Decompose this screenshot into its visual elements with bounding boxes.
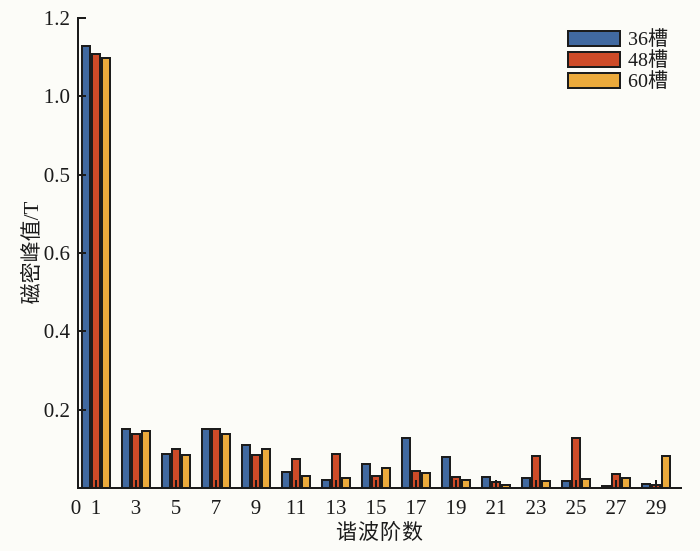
legend-item: 60槽: [567, 70, 668, 91]
legend-swatch-48-slot: [567, 51, 621, 68]
x-axis-line: [77, 487, 682, 489]
x-tick-mark: [615, 480, 617, 487]
bar: [601, 485, 611, 488]
x-tick-mark: [535, 480, 537, 487]
bar: [421, 472, 431, 488]
y-tick-label: 0.2: [43, 398, 70, 422]
x-tick-mark: [255, 480, 257, 487]
x-tick-label: 11: [285, 495, 307, 519]
bar: [531, 455, 541, 488]
y-tick-mark: [79, 17, 86, 19]
bar: [641, 483, 651, 488]
bar: [661, 455, 671, 488]
x-tick-label: 17: [405, 495, 427, 519]
x-tick-label: 15: [365, 495, 387, 519]
y-tick-label: 1.0: [43, 84, 70, 108]
legend-label: 48槽: [628, 48, 668, 71]
x-tick-label: 7: [210, 495, 222, 519]
y-tick-mark: [79, 252, 86, 254]
bar: [181, 454, 191, 488]
bar: [571, 437, 581, 488]
y-tick-mark: [79, 95, 86, 97]
bar: [241, 444, 251, 488]
x-tick-mark: [655, 480, 657, 487]
x-tick-mark: [495, 480, 497, 487]
bar: [331, 453, 341, 488]
x-tick-mark: [175, 480, 177, 487]
y-axis-line: [77, 17, 79, 489]
x-tick-label: 3: [130, 495, 142, 519]
bar: [211, 428, 221, 488]
bar: [521, 477, 531, 488]
bar: [361, 463, 371, 488]
x-tick-label: 19: [445, 495, 467, 519]
legend-label: 60槽: [628, 69, 668, 92]
bar: [621, 477, 631, 488]
bar: [221, 433, 231, 488]
bar: [481, 476, 491, 488]
x-tick-label: 13: [325, 495, 347, 519]
bar: [281, 471, 291, 488]
x-tick-mark: [375, 480, 377, 487]
bar: [381, 467, 391, 488]
x-tick-mark: [455, 480, 457, 487]
bar: [91, 53, 101, 488]
bar: [401, 437, 411, 488]
x-tick-label: 25: [565, 495, 587, 519]
bar: [251, 454, 261, 488]
bar: [161, 453, 171, 488]
legend-item: 48槽: [567, 49, 668, 70]
legend-swatch-60-slot: [567, 72, 621, 89]
x-tick-mark: [215, 480, 217, 487]
bar: [301, 475, 311, 488]
bar: [261, 448, 271, 488]
bar: [411, 470, 421, 488]
bar: [461, 479, 471, 488]
x-tick-mark: [295, 480, 297, 487]
bar: [131, 433, 141, 488]
x-tick-label: 0: [70, 495, 82, 519]
y-tick-mark: [79, 409, 86, 411]
x-tick-label: 9: [250, 495, 262, 519]
bar: [581, 478, 591, 488]
x-tick-mark: [135, 480, 137, 487]
y-tick-label: 0.6: [43, 241, 70, 265]
bar: [561, 480, 571, 488]
bar: [441, 456, 451, 488]
bar: [341, 477, 351, 488]
legend-item: 36槽: [567, 28, 668, 49]
bar: [501, 484, 511, 488]
x-tick-label: 5: [170, 495, 182, 519]
y-tick-label: 1.2: [43, 6, 70, 30]
y-tick-label: 0.4: [43, 319, 70, 343]
legend-label: 36槽: [628, 27, 668, 50]
bar: [81, 45, 91, 488]
y-tick-label: 0.5: [43, 163, 70, 187]
legend: 36槽 48槽 60槽: [567, 28, 668, 91]
bar: [121, 428, 131, 488]
bar: [201, 428, 211, 488]
x-tick-mark: [575, 480, 577, 487]
x-tick-mark: [335, 480, 337, 487]
x-tick-label: 1: [90, 495, 102, 519]
x-tick-mark: [415, 480, 417, 487]
x-tick-mark: [95, 480, 97, 487]
x-tick-label: 21: [485, 495, 507, 519]
bar: [101, 57, 111, 488]
bar: [171, 448, 181, 488]
bar: [321, 479, 331, 488]
x-tick-label: 29: [645, 495, 667, 519]
bar: [291, 458, 301, 488]
x-axis-title: 谐波阶数: [336, 520, 424, 544]
bar: [141, 430, 151, 488]
x-tick-label: 27: [605, 495, 627, 519]
bar: [541, 480, 551, 488]
legend-swatch-36-slot: [567, 30, 621, 47]
x-tick-label: 23: [525, 495, 547, 519]
y-tick-mark: [79, 330, 86, 332]
y-tick-mark: [79, 174, 86, 176]
